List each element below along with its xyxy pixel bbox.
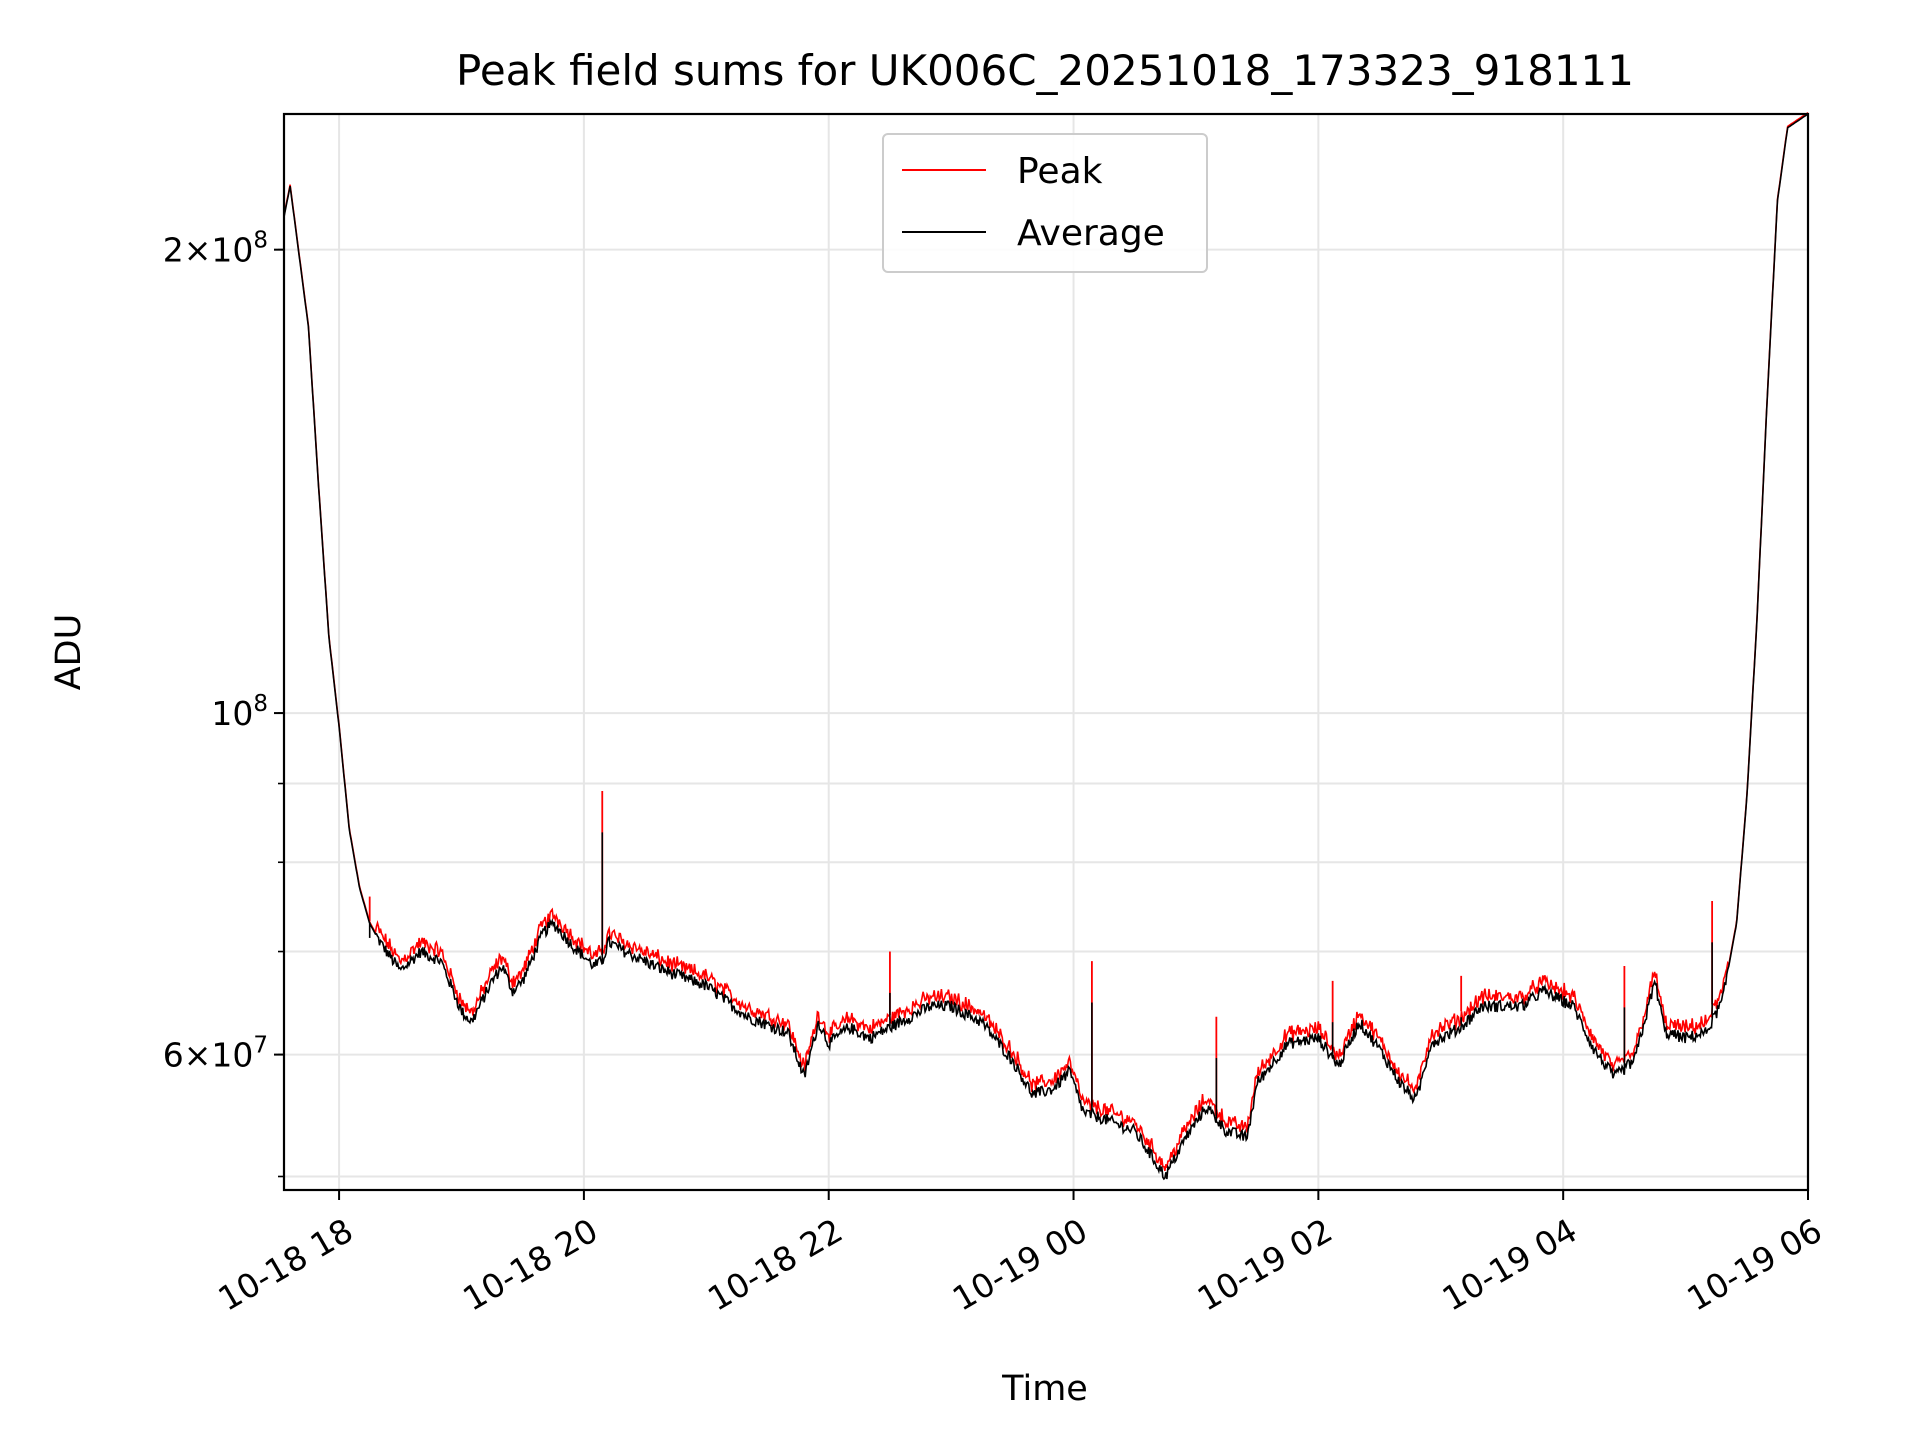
y-tick-label: 108	[211, 691, 268, 733]
legend: Peak Average	[882, 133, 1208, 273]
y-tick-label: 2×108	[163, 228, 268, 270]
legend-frame	[882, 133, 1208, 273]
legend-peak-label: Peak	[1017, 151, 1103, 192]
plot-lines	[283, 112, 1809, 1181]
plot-frame	[282, 112, 1810, 1192]
y-axis-label: ADU	[49, 614, 89, 691]
series-peak-line	[283, 112, 1809, 1171]
series-average-line	[283, 113, 1809, 1181]
y-axis-ticks: 2×108 108 6×107	[163, 228, 284, 1178]
x-axis-label: Time	[1001, 1369, 1088, 1409]
legend-average-label: Average	[1017, 213, 1165, 254]
chart-title: Peak field sums for UK006C_20251018_1733…	[456, 46, 1634, 95]
y-tick-label: 6×107	[163, 1033, 268, 1075]
